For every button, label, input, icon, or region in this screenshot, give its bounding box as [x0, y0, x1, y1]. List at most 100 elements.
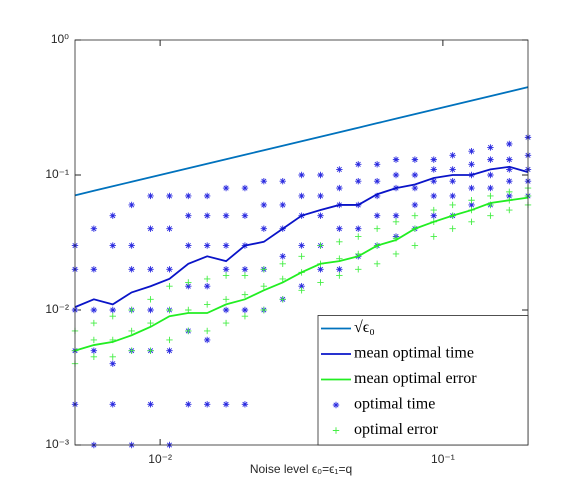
marker-shape [298, 283, 305, 290]
marker-shape [128, 306, 135, 314]
marker-shape [298, 287, 305, 294]
marker-shape [185, 192, 192, 200]
marker-shape [355, 233, 362, 240]
marker-shape [487, 212, 494, 219]
marker-shape [260, 306, 268, 314]
marker-shape [203, 192, 211, 200]
marker-shape [222, 184, 230, 192]
marker-shape [298, 192, 305, 200]
star-marker [222, 306, 230, 314]
marker-shape [392, 218, 400, 226]
marker-shape [279, 260, 286, 267]
star-marker [317, 171, 324, 179]
marker-shape [260, 201, 268, 209]
star-marker [260, 177, 268, 185]
marker-shape [185, 212, 192, 219]
marker-shape [241, 306, 249, 314]
star-marker [222, 242, 230, 249]
marker-shape [222, 212, 230, 219]
star-marker [166, 266, 173, 273]
marker-shape [487, 192, 494, 200]
marker-shape [392, 212, 400, 219]
marker-shape [317, 242, 324, 249]
star-marker [430, 156, 437, 163]
marker-shape [430, 156, 437, 163]
marker-shape [222, 306, 230, 314]
marker-shape [241, 291, 249, 298]
marker-shape [468, 148, 475, 155]
star-marker [279, 201, 286, 209]
plus-marker [128, 327, 135, 335]
marker-shape [203, 212, 211, 219]
star-marker [373, 212, 381, 219]
marker-shape [430, 206, 437, 214]
plus-marker [449, 225, 456, 232]
marker-shape [241, 212, 249, 219]
star-marker [298, 283, 305, 290]
star-marker [336, 266, 343, 273]
plus-marker [260, 306, 268, 314]
star-marker [317, 212, 324, 219]
star-marker [279, 253, 286, 260]
marker-shape [332, 427, 340, 434]
plus-marker [430, 233, 437, 240]
star-marker [222, 401, 230, 408]
star-marker [260, 201, 268, 209]
star-marker [147, 266, 154, 273]
plus-marker [336, 238, 343, 246]
legend-label: optimal error [354, 421, 439, 438]
marker-shape [392, 156, 400, 163]
marker-shape [279, 201, 286, 209]
marker-shape [109, 306, 116, 314]
star-marker [487, 184, 494, 192]
marker-shape [90, 319, 98, 327]
star-marker [355, 225, 362, 232]
star-marker [468, 161, 475, 168]
plus-marker [373, 260, 381, 267]
marker-shape [332, 401, 340, 409]
plus-marker [203, 327, 211, 335]
marker-shape [355, 177, 362, 185]
marker-shape [298, 242, 305, 249]
y-tick-label: 10⁻² [45, 302, 69, 316]
marker-shape [203, 242, 211, 249]
plus-marker [411, 212, 419, 219]
marker-shape [222, 242, 230, 249]
marker-shape [506, 177, 513, 185]
marker-shape [336, 166, 343, 173]
marker-shape [185, 242, 192, 249]
x-tick-label: 10⁻¹ [431, 452, 455, 466]
plus-marker [355, 233, 362, 240]
star-marker [90, 225, 98, 232]
marker-shape [147, 192, 154, 200]
star-marker [336, 225, 343, 232]
star-marker [411, 156, 419, 163]
plus-marker [487, 192, 494, 200]
plus-marker [222, 319, 230, 327]
marker-shape [90, 225, 98, 232]
plus-marker [166, 306, 173, 314]
star-marker [109, 242, 116, 249]
marker-shape [260, 266, 268, 273]
legend-label: mean optimal time [354, 345, 474, 362]
marker-shape [279, 177, 286, 185]
marker-shape [298, 171, 305, 179]
marker-shape [336, 225, 343, 232]
star-marker [222, 212, 230, 219]
marker-shape [203, 327, 211, 335]
marker-shape [109, 360, 116, 367]
plus-marker [468, 218, 475, 226]
marker-shape [506, 156, 513, 163]
star-marker [203, 401, 211, 408]
star-marker [241, 306, 249, 314]
marker-shape [147, 401, 154, 408]
star-marker [241, 401, 249, 408]
marker-shape [430, 233, 437, 240]
plus-marker [298, 287, 305, 294]
star-marker [392, 212, 400, 219]
plus-marker [147, 347, 154, 354]
star-marker [506, 192, 513, 200]
marker-shape [166, 347, 173, 354]
plus-marker [411, 242, 419, 249]
star-marker [147, 306, 154, 314]
